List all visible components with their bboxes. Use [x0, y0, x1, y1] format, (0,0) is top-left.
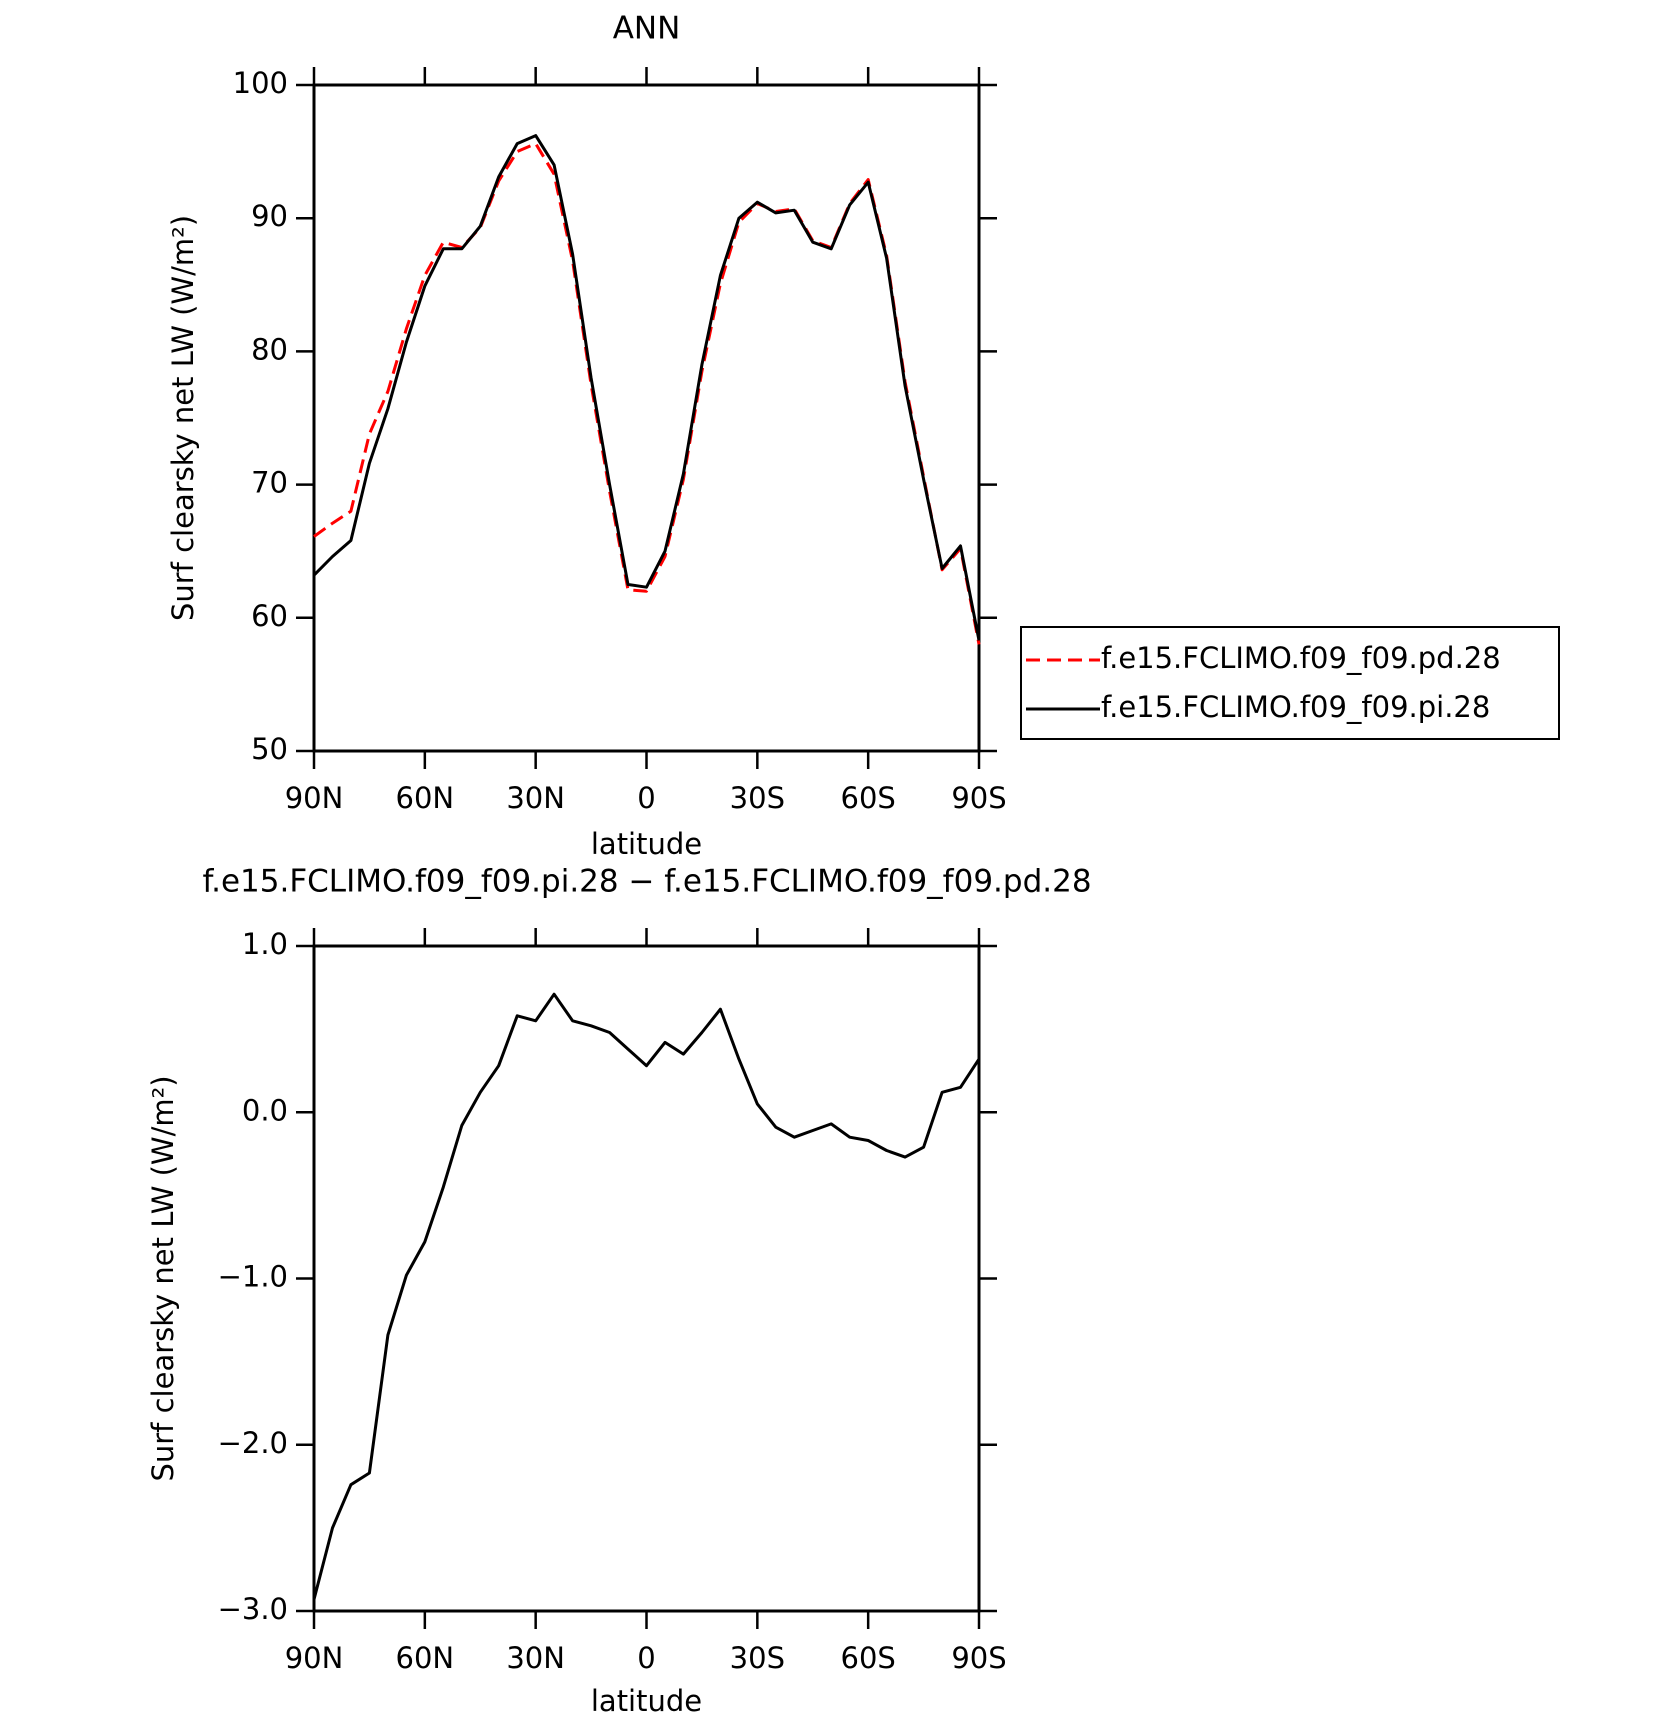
x-axis-label: latitude: [591, 827, 702, 861]
plot-frame: [312, 83, 981, 753]
x-tick-label: 90N: [285, 1641, 344, 1675]
x-tick-label: 30N: [506, 1641, 565, 1675]
data-line: [313, 142, 981, 645]
x-tick-label: 60S: [841, 1641, 896, 1675]
chart-title: ANN: [613, 11, 681, 47]
x-tick-label: 60S: [841, 781, 896, 815]
y-tick-label: 60: [251, 599, 288, 633]
y-tick-label: −3.0: [218, 1592, 288, 1626]
chart-title: f.e15.FCLIMO.f09_f09.pi.28 − f.e15.FCLIM…: [202, 864, 1091, 900]
legend-label: f.e15.FCLIMO.f09_f09.pi.28: [1101, 690, 1490, 724]
chart-panel: ANN latitude Surf clearsky net LW (W/m²) 50…: [166, 11, 1560, 861]
x-tick-label: 60N: [396, 1641, 455, 1675]
y-axis-label: Surf clearsky net LW (W/m²): [166, 215, 200, 621]
x-tick-label: 90N: [285, 781, 344, 815]
y-tick-label: 50: [251, 732, 288, 766]
x-axis-label: latitude: [591, 1684, 702, 1718]
y-tick-label: −2.0: [218, 1426, 288, 1460]
chart-panel: f.e15.FCLIMO.f09_f09.pi.28 − f.e15.FCLIM…: [146, 864, 1092, 1719]
y-tick-label: 0.0: [242, 1093, 288, 1127]
y-tick-label: 1.0: [242, 927, 288, 961]
y-tick-label: −1.0: [218, 1260, 288, 1294]
x-tick-label: 30N: [506, 781, 565, 815]
x-tick-label: 0: [637, 781, 655, 815]
y-tick-label: 100: [233, 66, 288, 100]
y-tick-label: 90: [251, 199, 288, 233]
x-tick-label: 30S: [730, 781, 785, 815]
legend-box: [1020, 626, 1560, 740]
legend-label: f.e15.FCLIMO.f09_f09.pd.28: [1101, 641, 1501, 675]
x-tick-label: 30S: [730, 1641, 785, 1675]
y-axis-label: Surf clearsky net LW (W/m²): [146, 1075, 180, 1481]
y-tick-label: 70: [251, 466, 288, 500]
x-tick-label: 0: [637, 1641, 655, 1675]
data-line: [312, 992, 981, 1600]
x-tick-label: 90S: [951, 781, 1006, 815]
plot-frame: [312, 944, 981, 1613]
x-tick-label: 90S: [951, 1641, 1006, 1675]
x-tick-label: 60N: [396, 781, 455, 815]
y-tick-label: 80: [251, 332, 288, 366]
data-line: [312, 134, 981, 641]
